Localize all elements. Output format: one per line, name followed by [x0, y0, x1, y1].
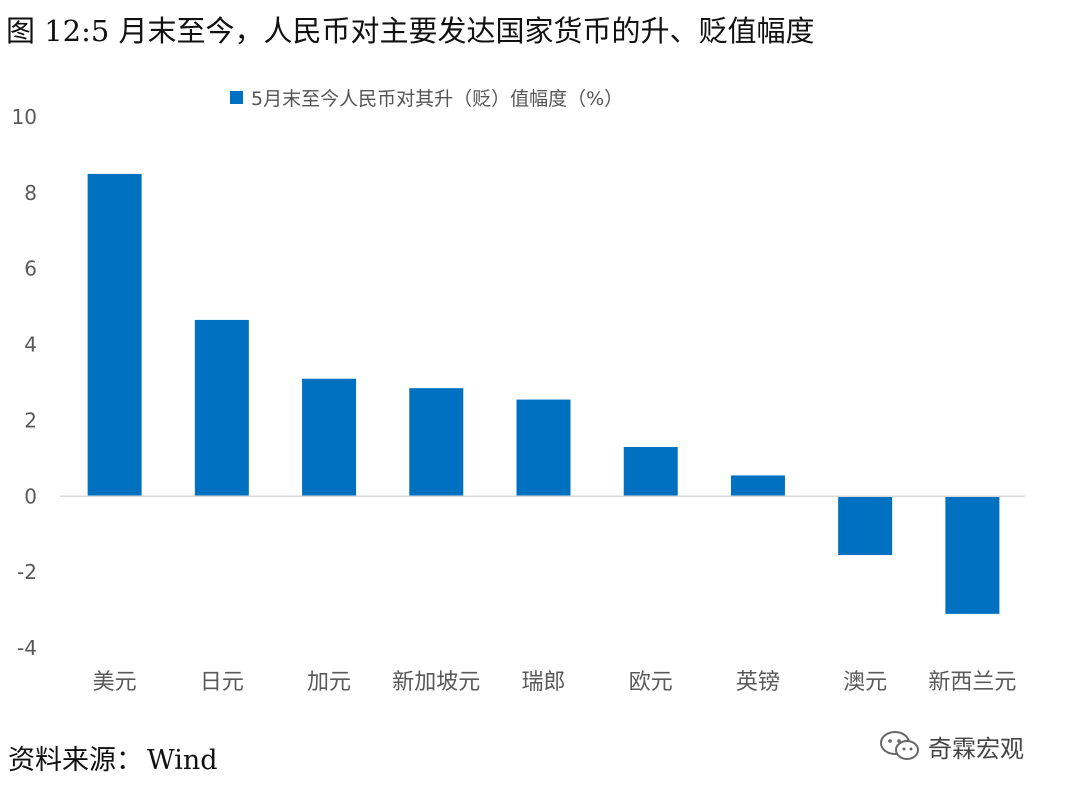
- bar: [194, 319, 249, 497]
- x-category-label: 加元: [307, 670, 351, 695]
- bar: [516, 399, 571, 497]
- bar: [623, 446, 678, 497]
- y-tick-label: 6: [24, 257, 37, 281]
- x-category-label: 瑞郎: [521, 670, 565, 695]
- legend-label: 5月末至今人民币对其升（贬）值幅度（%）: [251, 88, 624, 110]
- watermark-text: 奇霖宏观: [928, 734, 1024, 763]
- wechat-icon: [880, 731, 919, 760]
- y-tick-label: 8: [24, 181, 37, 205]
- x-category-label: 美元: [93, 670, 137, 695]
- y-tick-label: -4: [17, 636, 37, 660]
- source-note: 资料来源： Wind: [8, 738, 218, 777]
- x-category-label: 英镑: [736, 670, 780, 695]
- bar: [409, 388, 464, 497]
- y-tick-label: 10: [12, 105, 37, 129]
- source-value: Wind: [147, 745, 218, 776]
- y-tick-label: 4: [24, 333, 37, 357]
- source-label: 资料来源：: [8, 745, 143, 776]
- legend-swatch: [230, 91, 243, 104]
- y-tick-label: -2: [17, 560, 37, 584]
- figure-title: 图 12:5 月末至今，人民币对主要发达国家货币的升、贬值幅度: [6, 14, 815, 48]
- chart-legend: 5月末至今人民币对其升（贬）值幅度（%）: [230, 84, 623, 111]
- bar: [87, 173, 142, 497]
- bar: [945, 496, 1000, 614]
- x-category-label: 新加坡元: [392, 670, 480, 695]
- x-category-label: 日元: [200, 670, 244, 695]
- y-tick-label: 0: [24, 484, 37, 508]
- y-tick-label: 2: [24, 408, 37, 432]
- x-category-label: 新西兰元: [928, 670, 1016, 695]
- x-category-label: 澳元: [843, 670, 887, 695]
- bar: [730, 475, 785, 497]
- watermark: 奇霖宏观: [878, 728, 1024, 764]
- x-category-label: 欧元: [629, 670, 673, 695]
- bar: [302, 378, 357, 497]
- bar: [838, 496, 893, 556]
